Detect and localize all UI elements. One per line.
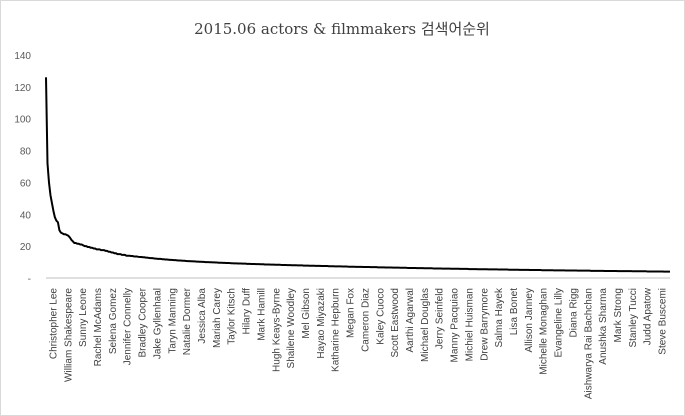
x-category-label: Stanley Tucci [628,288,639,347]
x-category-label: Kaley Cuoco [375,288,386,345]
x-category-label: Shailene Woodley [286,288,297,368]
x-category-label: Mark Hamill [256,288,267,341]
x-category-label: Hilary Duff [242,288,253,335]
x-category-label: Diana Rigg [568,288,579,337]
x-category-label: Rachel McAdams [93,288,104,366]
y-tick-label: 100 [14,115,31,126]
y-axis-ticks: - 20 40 60 80 100 120 140 [14,51,31,285]
x-category-label: Jessica Alba [197,288,208,344]
x-category-label: Jennifer Connelly [123,288,134,365]
y-tick-label: 60 [20,178,32,189]
x-category-label: Bradley Cooper [138,287,149,357]
x-category-label: Michelle Monaghan [539,288,550,375]
x-category-label: Christopher Lee [48,288,59,360]
x-category-label: Michael Douglas [420,288,431,362]
x-category-label: Katharine Hepburn [331,288,342,372]
x-category-label: Steve Buscemi [658,288,669,355]
x-category-label: William Shakespeare [63,288,74,382]
x-category-label: Michiel Huisman [464,288,475,361]
x-category-label: Jake Gyllenhaal [152,288,163,359]
x-category-label: Hugh Keays-Byrne [271,288,282,372]
x-category-label: Evangeline Lilly [554,288,565,358]
x-category-label: Anushka Sharma [598,288,609,365]
x-category-label: Judd Apatow [643,287,654,345]
x-category-label: Mark Strong [613,288,624,342]
x-category-label: Salma Hayek [494,287,505,347]
x-category-label: Sunny Leone [78,288,89,347]
y-tick-label: 120 [14,83,31,94]
x-category-label: Mel Gibson [301,288,312,339]
y-tick-label: - [28,274,31,285]
x-category-label: Selena Gomez [108,288,119,354]
x-category-label: Jerry Seinfeld [435,288,446,349]
x-category-label: Scott Eastwood [390,288,401,357]
series-line [45,77,670,273]
x-category-label: Taryn Manning [167,288,178,354]
y-tick-label: 80 [20,147,32,158]
y-tick-label: 140 [14,51,31,62]
x-category-label: Megan Fox [346,288,357,338]
x-category-label: Natalie Dormer [182,287,193,355]
x-category-label: Drew Barrymore [479,288,490,361]
x-category-label: Mariah Carey [212,288,223,348]
x-category-label: Aishwarya Rai Bachchan [583,288,594,399]
x-category-label: Allison Janney [524,288,535,352]
chart-title: 2015.06 actors & filmmakers 검색어순위 [194,20,490,38]
x-category-label: Lisa Bonet [509,288,520,335]
y-tick-label: 40 [20,210,32,221]
y-tick-label: 20 [20,242,32,253]
x-category-label: Cameron Diaz [360,288,371,352]
x-category-label: Hayao Miyazaki [316,288,327,359]
x-category-label: Taylor Kitsch [227,288,238,345]
x-category-label: Aarthi Agarwal [405,288,416,352]
x-category-label: Manny Pacquiao [450,288,461,363]
x-axis-labels: Christopher Lee William Shakespeare Sunny … [48,287,668,399]
